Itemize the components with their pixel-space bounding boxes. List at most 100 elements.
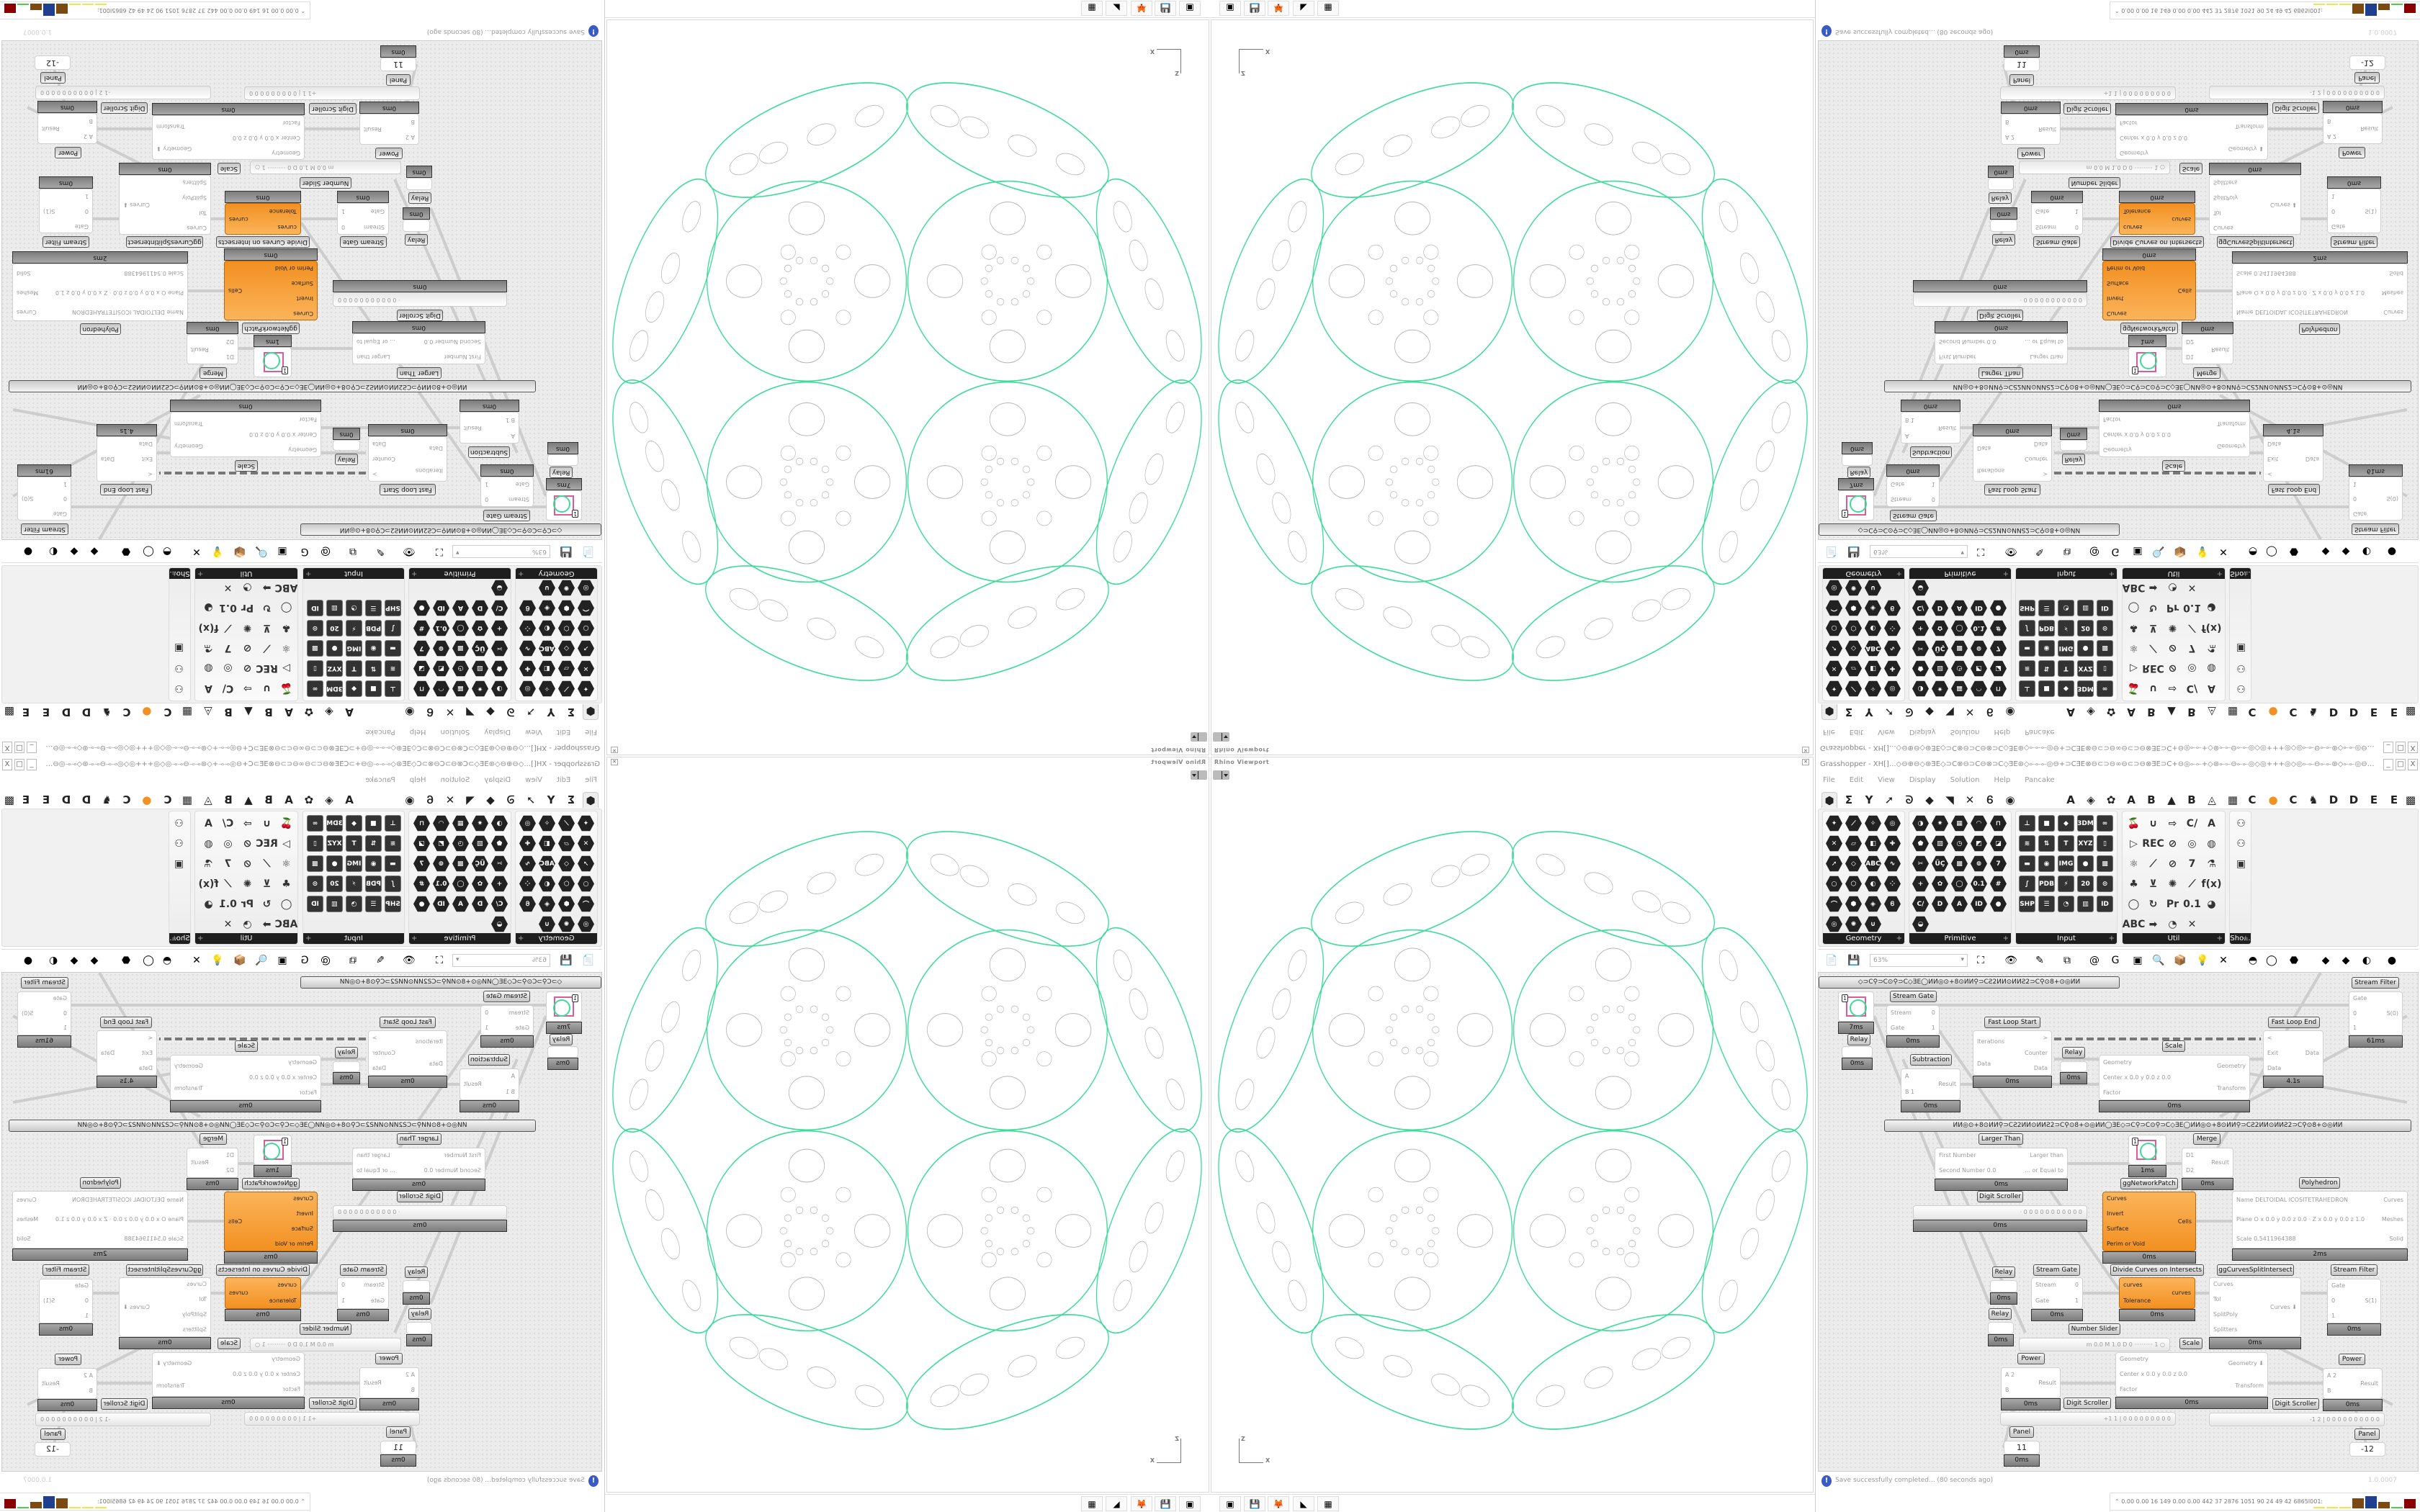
component-icon[interactable]: ◎ — [578, 580, 594, 596]
component-icon[interactable]: ⇅ — [365, 660, 382, 677]
menu-file[interactable]: File — [585, 728, 597, 736]
panel-label[interactable]: Sho... — [169, 933, 190, 944]
component-icon[interactable]: ⇨ — [243, 817, 252, 829]
component-icon[interactable]: ➡ — [2148, 918, 2158, 930]
component-icon[interactable]: ⟋ — [2149, 858, 2157, 870]
component-icon[interactable]: ✺ — [1845, 580, 1862, 596]
fast-loop-start-component[interactable]: Iterations Data > Counter Data — [1973, 1030, 2052, 1076]
close-button[interactable]: X — [2408, 759, 2418, 770]
component-icon[interactable]: Pr — [2166, 898, 2179, 910]
component-icon[interactable]: 🍒 — [279, 817, 293, 829]
in-port[interactable]: D1 — [2186, 354, 2195, 361]
component-icon[interactable]: + — [1912, 876, 1929, 892]
component-icon[interactable]: ⊘ — [2168, 858, 2177, 870]
ggcurvessplitintersect-label[interactable]: ggCurvesSplitIntersect — [2217, 236, 2294, 248]
tab-icon[interactable]: Σ — [567, 793, 575, 806]
out-port[interactable]: Meshes — [17, 1216, 39, 1223]
scale-component[interactable]: Geometry Center x 0.0 y 0.0 z 0.0 Factor Ge… — [170, 1055, 321, 1100]
component-icon[interactable]: ✂ — [1912, 640, 1929, 657]
component-icon[interactable]: ◒ — [491, 580, 508, 596]
preview-component[interactable]: 1 — [1838, 991, 1874, 1022]
digit-scroller-label[interactable]: Digit Scroller — [1977, 310, 2023, 321]
in-port[interactable]: Scale 0.5411964388 — [2236, 1235, 2296, 1242]
component-icon[interactable]: f(x) — [198, 878, 219, 890]
canvas[interactable]: ◇⊃C⚲⊃C⊙⚲⊃C◇ƎE◯ИИ◎⊙+8⊙ИИ⚲⊃CƧ2ИИ⊙ИИƧ2⊃C⚲⊙8… — [1, 40, 602, 540]
component-icon[interactable]: ◔ — [2058, 896, 2074, 912]
menu-edit[interactable]: Edit — [556, 776, 571, 784]
tab-icon[interactable]: ◆ — [486, 793, 495, 806]
tab-icon[interactable]: ◆ — [1925, 793, 1934, 806]
panel-label[interactable]: Geometry — [1823, 568, 1904, 579]
component-icon[interactable]: C/ — [491, 600, 508, 616]
component-icon[interactable]: ⚗ — [204, 642, 213, 654]
tab-icon[interactable]: E — [2370, 706, 2378, 719]
in-port[interactable]: First Number — [444, 354, 481, 361]
stream-gate-label[interactable]: Stream Gate — [340, 236, 387, 248]
zoom-extents-icon[interactable]: ⛶ — [1977, 955, 1984, 966]
in-port[interactable]: 1 — [84, 193, 89, 200]
component-icon[interactable]: Ꮾ — [1884, 600, 1901, 616]
relay-component[interactable] — [2060, 1061, 2087, 1072]
component-icon[interactable]: ⬢ — [1845, 600, 1862, 616]
sketch-icon[interactable]: ✎ — [376, 546, 385, 557]
tab-icon[interactable]: A — [2127, 793, 2136, 806]
component-icon[interactable]: ♣ — [2129, 878, 2138, 890]
in-port[interactable]: Factor — [2103, 1089, 2121, 1096]
component-icon[interactable]: ⚡ — [2058, 876, 2074, 892]
component-icon[interactable]: ∞ — [2097, 815, 2113, 832]
tab-icon[interactable]: Y — [547, 793, 555, 806]
tab-icon[interactable]: Ꮾ — [426, 706, 434, 719]
stream-filter-component[interactable]: Gate 0 1 S(0) — [17, 477, 71, 521]
close-icon[interactable]: ✕ — [1802, 759, 1809, 765]
component-icon[interactable]: ◧ — [539, 660, 555, 677]
out-port[interactable]: Geometry ⬇ — [156, 145, 192, 153]
in-port[interactable]: 1 — [2353, 481, 2357, 488]
in-port[interactable]: Iterations — [415, 1038, 443, 1045]
component-icon[interactable]: ABC — [539, 855, 555, 872]
in-port[interactable]: 0 — [84, 1297, 89, 1304]
component-icon[interactable]: ▥ — [326, 896, 343, 912]
component-icon[interactable]: ⚡ — [2058, 620, 2074, 636]
tab-icon[interactable]: ✕ — [445, 706, 455, 719]
out-port[interactable]: Larger than — [2030, 1151, 2063, 1158]
component-icon[interactable]: # — [1990, 620, 2007, 636]
component-icon[interactable]: ◩ — [433, 835, 449, 852]
component-icon[interactable]: ⊥ — [385, 680, 401, 697]
calculator-icon[interactable]: ▦ — [1081, 1, 1103, 16]
out-port[interactable]: Transform — [2235, 1382, 2264, 1389]
out-port[interactable]: > — [2043, 471, 2048, 478]
tab-icon[interactable]: ◆ — [486, 706, 495, 719]
component-icon[interactable]: ▱ — [558, 835, 575, 852]
component-icon[interactable]: ⟋ — [558, 680, 575, 697]
stream-filter-component[interactable]: Gate 0 1 S(1) — [2327, 189, 2381, 233]
in-port[interactable]: A 2 — [2005, 1371, 2015, 1378]
stream-filter-label[interactable]: Stream Filter — [21, 523, 68, 535]
tab-icon[interactable]: ◬ — [2208, 706, 2216, 719]
component-icon[interactable]: ▩ — [307, 855, 323, 872]
menu-solution[interactable]: Solution — [1950, 728, 1980, 736]
in-port[interactable]: Name DELTOIDAL ICOSITETRAHEDRON — [2236, 308, 2349, 315]
bake-icon[interactable]: ⧉ — [349, 955, 357, 966]
component-icon[interactable]: ◩ — [433, 660, 449, 677]
tab-icon[interactable]: ◉ — [2005, 793, 2015, 806]
in-port[interactable]: Perim or Void — [274, 265, 313, 272]
tab-icon[interactable]: ▩ — [4, 706, 15, 719]
component-icon[interactable]: ✧ — [1865, 815, 1881, 832]
tab-icon[interactable]: ➚ — [526, 793, 536, 806]
component-icon[interactable]: ♣ — [2129, 622, 2138, 634]
component-icon[interactable]: ◆ — [346, 815, 362, 832]
in-port[interactable]: Exit — [2267, 456, 2279, 463]
component-icon[interactable]: ⚡ — [346, 620, 362, 636]
menu-file[interactable]: File — [1823, 728, 1835, 736]
tab-icon[interactable]: B — [2187, 793, 2196, 806]
stream-filter-component[interactable]: Gate 0 1 S(1) — [39, 1279, 93, 1323]
tab-icon[interactable]: ● — [2268, 706, 2278, 719]
monitor-icon[interactable]: ▣ — [1219, 1, 1241, 16]
menu-pancake[interactable]: Pancake — [365, 776, 395, 784]
out-port[interactable]: Result — [464, 425, 482, 431]
out-port[interactable]: 0 — [341, 1282, 346, 1288]
component-icon[interactable]: ◷ — [452, 660, 469, 677]
teal-shape-icon[interactable]: ◆ — [90, 955, 99, 966]
component-icon[interactable]: ⬟ — [1912, 835, 1929, 852]
component-icon[interactable]: ◍ — [204, 837, 213, 850]
